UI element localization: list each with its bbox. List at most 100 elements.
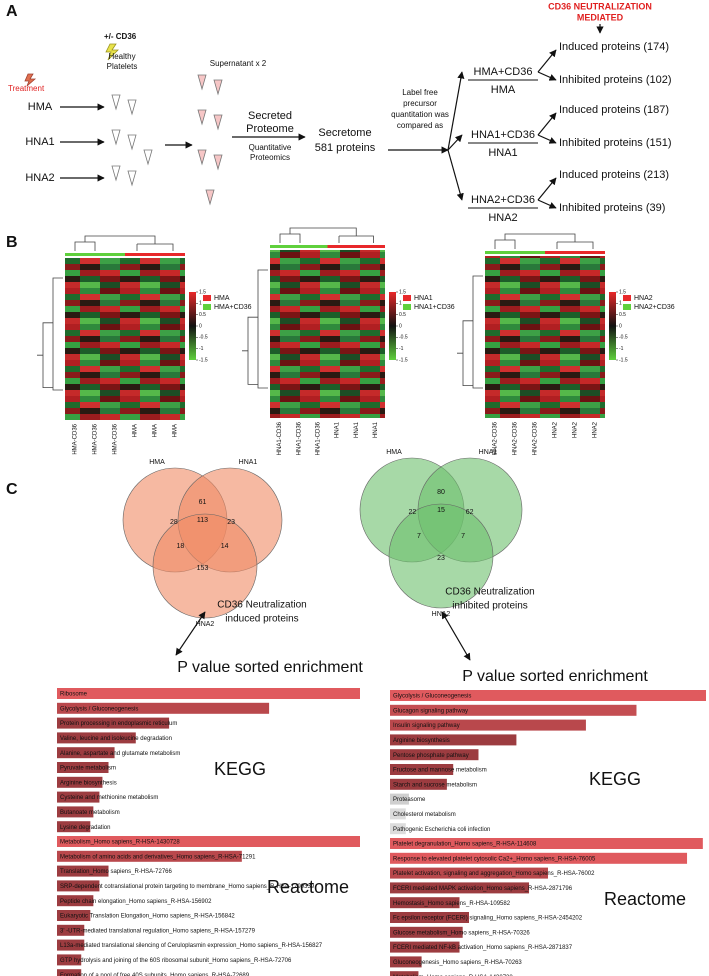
enrichment-bar (57, 939, 85, 951)
venn-caption: CD36 Neutralization (445, 587, 535, 598)
enrichment-term: FCERI mediated MAPK activation_Homo sapi… (393, 886, 573, 892)
enrichment-bar (390, 793, 409, 805)
enrichment-term: Fructose and mannose metabolism (393, 768, 487, 774)
venn-set-label: HMA (149, 459, 165, 466)
heatmap (65, 258, 185, 420)
heatmap-group-bar (270, 245, 328, 248)
method-label: Proteomics (250, 153, 290, 162)
color-scale-label: 0 (399, 323, 402, 329)
heatmap-column-label: HNA1 (373, 421, 379, 438)
arrow (537, 134, 557, 144)
enrichment-term: Response to elevated platelet cytosolic … (393, 856, 596, 862)
enrichment-term: Valine, leucine and isoleucine degradati… (60, 736, 172, 742)
color-scale-label: 1.5 (399, 289, 406, 295)
enrichment-bar (390, 956, 422, 968)
color-scale-label: 0 (199, 323, 202, 329)
panel-label: C (6, 481, 18, 498)
legend-swatch (203, 295, 211, 301)
comparison-label: Label free (402, 88, 438, 97)
color-scale-label: 0.5 (619, 312, 626, 318)
venn-count: 23 (437, 555, 445, 562)
arrow (447, 134, 463, 151)
inhibited-label: Inhibited proteins (151) (559, 137, 672, 149)
heatmap-column-label: HMA (153, 424, 159, 437)
enrichment-term: L13a-mediated translational silencing of… (60, 943, 323, 949)
enrichment-bar (390, 971, 419, 976)
enrichment-bar (390, 734, 517, 746)
platelets-label: Platelets (107, 62, 138, 71)
enrichment-term: FCERI mediated NF-kB activation_Homo sap… (393, 945, 573, 951)
arrow (537, 49, 557, 73)
enrichment-term: Alanine, aspartate and glutamate metabol… (60, 751, 180, 757)
enrichment-term: Insulin signaling pathway (393, 723, 460, 729)
comparison-label: compared as (397, 121, 443, 130)
venn-count: 80 (437, 489, 445, 496)
venn-caption: CD36 Neutralization (217, 600, 307, 611)
enrichment-term: GTP hydrolysis and joining of the 60S ri… (60, 958, 292, 964)
enrichment-term: Gluconeogenesis_Homo sapiens_R-HSA-70263 (393, 960, 522, 966)
legend-swatch (623, 295, 631, 301)
enrichment-bar (390, 808, 406, 820)
color-scale-label: 1.5 (199, 289, 206, 295)
enrichment-term: Glycolysis / Gluconeogenesis (393, 694, 471, 700)
secreted-label: Secreted (248, 110, 292, 122)
color-scale-label: 1 (399, 301, 402, 307)
enrichment-bar (57, 732, 136, 744)
legend-label: HMA (214, 295, 230, 302)
enrichment-bar (390, 882, 530, 894)
group-numerator: HMA+CD36 (474, 66, 533, 78)
enrichment-bar (57, 924, 85, 936)
arrow (447, 71, 465, 151)
enrichment-term: Pyruvate metabolism (60, 766, 116, 772)
venn-count: 14 (221, 543, 229, 550)
color-scale-label: 0.5 (399, 312, 406, 318)
enrichment-term: Metabolism_Homo sapiens_R-HSA-1430728 (60, 840, 180, 846)
section-name: Reactome (604, 889, 686, 909)
enrichment-bar (390, 764, 454, 775)
enrichment-bar (57, 821, 91, 833)
enrichment-bar (390, 778, 447, 790)
comparison-label: quantitation was (391, 110, 449, 119)
platelets-label: Healthy (108, 52, 135, 61)
inhibited-label: Inhibited proteins (39) (559, 202, 665, 214)
enrichment-bar (390, 690, 706, 701)
heatmap-column-label: HNA2-CD36 (513, 421, 519, 455)
enrichment-bar (390, 704, 637, 716)
panel-label: A (6, 3, 18, 20)
enrichment-term: Glucose metabolism_Homo sapiens_R-HSA-70… (393, 930, 530, 936)
enrichment-term: Fc epsilon receptor (FCERI) signaling_Ho… (393, 916, 583, 922)
enrichment-term: Glycolysis / Gluconeogenesis (60, 706, 138, 712)
enrichment-term: Protein processing in endoplasmic reticu… (60, 721, 177, 727)
enrichment-term: Cholesterol metabolism (393, 812, 456, 818)
arrow (537, 71, 557, 81)
inhibited-label: Inhibited proteins (102) (559, 74, 672, 86)
heatmap-group-bar (485, 251, 545, 254)
heatmap-column-label: HNA2-CD36 (493, 421, 499, 455)
color-scale-label: -1.5 (399, 357, 408, 363)
dendrogram (37, 277, 63, 391)
enrichment-term: Peptide chain elongation_Homo sapiens_R-… (60, 899, 212, 905)
enrichment-bar (57, 850, 242, 862)
enrichment-bar (57, 791, 100, 803)
arrow (537, 177, 557, 201)
header: CD36 NEUTRALIZATION (548, 1, 652, 11)
sample-label: HMA (28, 101, 53, 113)
induced-label: Induced proteins (213) (559, 169, 669, 181)
enrichment-bar (390, 852, 688, 864)
enrichment-term: Metabolism_Homo sapiens_R-HSA-1430728 (393, 975, 513, 976)
heatmap-column-label: HNA2 (593, 421, 599, 438)
enrichment-bar (57, 954, 82, 966)
venn-set-label: HMA (386, 449, 402, 456)
arrow (175, 611, 206, 656)
group-numerator: HNA1+CD36 (471, 129, 535, 141)
heatmap-column-label: HNA2 (573, 421, 579, 438)
enrichment-term: Formation of a pool of free 40S subunits… (60, 973, 250, 976)
enrichment-term: Pentose phosphate pathway (393, 753, 469, 759)
heatmap-column-label: HNA1-CD36 (277, 421, 283, 455)
enrichment-bar (57, 880, 100, 892)
enrichment-bar (57, 910, 91, 921)
color-scale (609, 292, 616, 360)
secretome-label: 581 proteins (315, 142, 376, 154)
enrichment-term: Arginine biosynthesis (60, 780, 117, 786)
